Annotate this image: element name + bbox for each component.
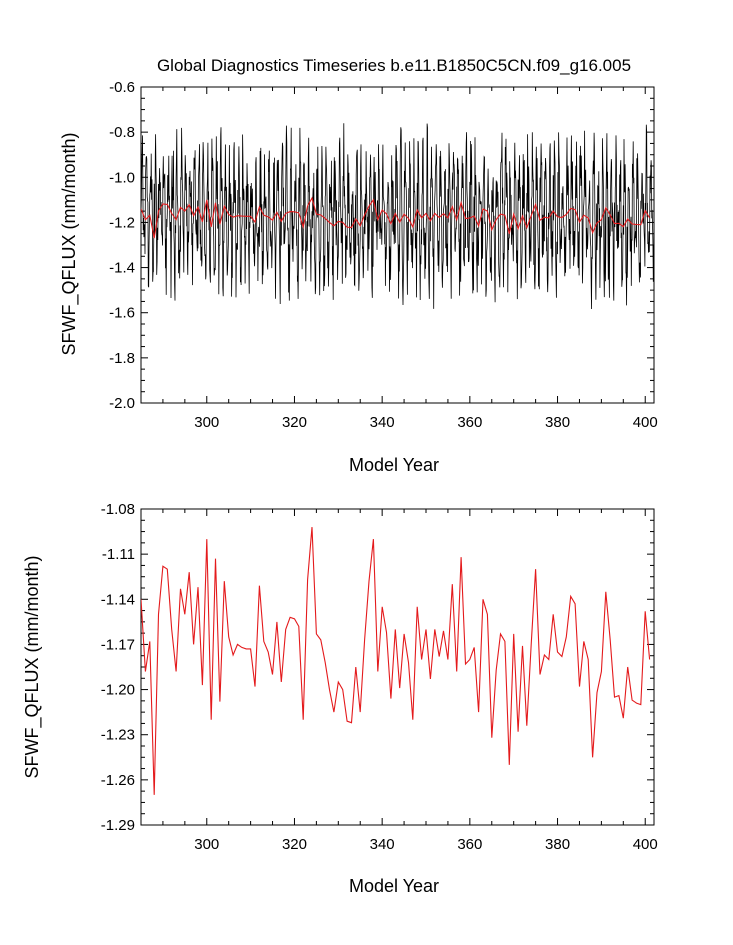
top-x-tick-label: 320 (282, 414, 307, 431)
top-x-tick-label: 400 (633, 414, 658, 431)
top-x-axis-label: Model Year (349, 455, 439, 475)
top-y-tick-label: -1.8 (109, 350, 135, 367)
bottom-y-tick-label: -1.23 (101, 727, 135, 744)
bottom-y-tick-label: -1.11 (102, 546, 135, 563)
bottom-x-tick-label: 300 (194, 836, 219, 853)
bottom-plot-frame (140, 508, 655, 826)
top-x-tick-label: 360 (457, 414, 482, 431)
top-y-tick-label: -2.0 (109, 395, 135, 412)
monthly-series-line (141, 123, 654, 310)
chart-top: -2.0 -1.8 -1.6 -1.4 -1.2 -1.0 -0.8 -0.6 300 320 34… (59, 79, 658, 475)
bottom-x-axis-label: Model Year (349, 876, 439, 896)
chart-bottom: -1.29 -1.26 -1.23 -1.20 -1.17 -1.14 -1.11 -1.08… (22, 501, 658, 896)
bottom-x-tick-label: 340 (370, 836, 395, 853)
top-y-tick-label: -1.4 (109, 260, 135, 277)
top-y-axis-label: SFWF_QFLUX (mm/month) (59, 132, 80, 355)
bottom-y-tick-label: -1.14 (101, 591, 135, 608)
top-y-tick-label: -0.6 (109, 79, 135, 96)
top-x-tick-label: 300 (194, 414, 219, 431)
top-y-tick-label: -1.2 (109, 214, 135, 231)
bottom-y-axis-label: SFWF_QFLUX (mm/month) (22, 555, 43, 778)
bottom-x-tick-label: 380 (545, 836, 570, 853)
bottom-y-tick-label: -1.08 (101, 501, 135, 518)
bottom-y-tick-label: -1.29 (101, 817, 135, 834)
bottom-y-tick-label: -1.26 (101, 772, 135, 789)
bottom-x-tick-label: 400 (633, 836, 658, 853)
top-x-tick-label: 340 (370, 414, 395, 431)
bottom-x-tick-label: 320 (282, 836, 307, 853)
bottom-x-tick-label: 360 (457, 836, 482, 853)
bottom-annual-mean-line (141, 527, 651, 795)
top-plot-frame (140, 86, 655, 404)
top-y-tick-label: -1.6 (109, 305, 135, 322)
bottom-y-tick-label: -1.20 (101, 682, 135, 699)
bottom-y-tick-label: -1.17 (101, 636, 135, 653)
top-x-tick-label: 380 (545, 414, 570, 431)
bottom-axes: -1.29 -1.26 -1.23 -1.20 -1.17 -1.14 -1.11 -1.08… (101, 501, 658, 853)
top-y-tick-label: -1.0 (109, 169, 135, 186)
figure-title: Global Diagnostics Timeseries b.e11.B185… (157, 56, 631, 75)
top-y-tick-label: -0.8 (109, 124, 135, 141)
top-axes: -2.0 -1.8 -1.6 -1.4 -1.2 -1.0 -0.8 -0.6 300 320 34… (109, 79, 658, 431)
top-annual-mean-line (141, 196, 651, 239)
